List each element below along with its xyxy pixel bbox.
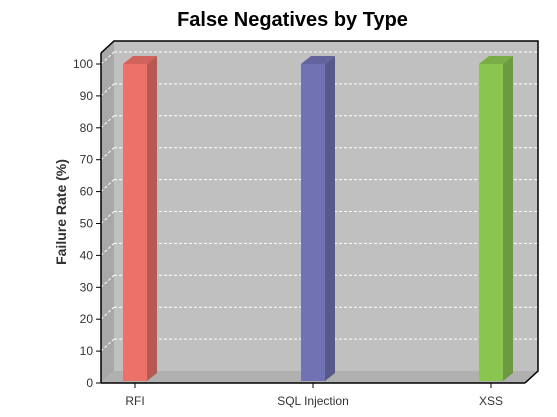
bar-top — [301, 56, 335, 64]
grid-line-side — [100, 274, 115, 288]
bar-side — [503, 56, 513, 381]
y-axis-title: Failure Rate (%) — [53, 159, 69, 265]
grid-line-side — [100, 51, 115, 65]
y-tick-label: 10 — [80, 344, 94, 358]
y-tick-label: 20 — [80, 312, 94, 326]
y-tick-label: 50 — [80, 217, 94, 231]
plot-side-wall — [101, 41, 114, 383]
bar-top — [123, 56, 157, 64]
y-tick-label: 40 — [80, 248, 94, 262]
bar-front — [123, 64, 147, 381]
y-tick-label: 70 — [80, 153, 94, 167]
x-tick-label: XSS — [479, 394, 503, 408]
grid-line-side — [100, 115, 115, 129]
y-tick-label: 60 — [80, 185, 94, 199]
grid-line-side — [100, 211, 115, 224]
bar — [301, 56, 335, 381]
bar-front — [479, 64, 503, 381]
bars — [123, 56, 513, 381]
plot-frame — [100, 40, 539, 384]
bar — [123, 56, 157, 381]
bar-side — [147, 56, 157, 381]
y-tick-label: 90 — [80, 89, 94, 103]
y-axis-ticks: 0 10 20 30 40 50 60 70 80 90 100 — [73, 57, 101, 390]
x-axis-labels: RFI SQL Injection XSS — [125, 383, 503, 408]
bar-front — [301, 64, 325, 381]
y-tick-label: 30 — [80, 280, 94, 294]
x-tick-label: RFI — [125, 394, 144, 408]
y-tick-label: 0 — [86, 376, 93, 390]
bar — [479, 56, 513, 381]
y-tick-label: 80 — [80, 121, 94, 135]
x-tick-label: SQL Injection — [277, 394, 349, 408]
grid-line-side — [100, 306, 115, 320]
grid-line-side — [100, 243, 115, 256]
bar-side — [325, 56, 335, 381]
y-tick-label: 100 — [73, 57, 93, 71]
chart-title: False Negatives by Type — [177, 9, 408, 31]
bar-top — [479, 56, 513, 64]
grid-line-side — [100, 338, 115, 352]
grid-line-side — [100, 179, 115, 192]
grid-line-side — [100, 83, 115, 97]
grid-line-side — [100, 147, 115, 161]
